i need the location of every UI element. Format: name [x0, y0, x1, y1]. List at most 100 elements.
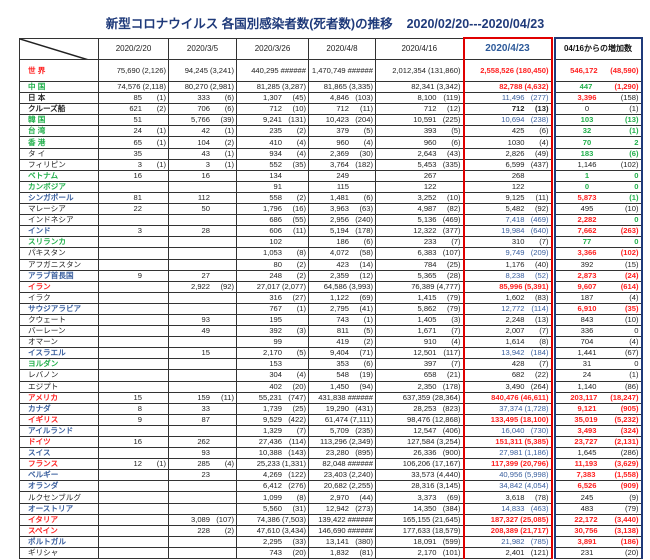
value-cell: 24 (1)	[553, 369, 643, 382]
case-count: 1,307	[262, 93, 282, 103]
case-count: 548	[336, 370, 349, 380]
value-cell: 1,146 (102)	[553, 158, 643, 171]
case-count: 704	[580, 337, 594, 347]
value-cell: 431,838 ######	[308, 391, 376, 404]
value-cell: 249	[308, 169, 376, 182]
case-count: 1,796	[262, 204, 282, 214]
case-count: 393	[423, 126, 437, 136]
death-count: (2,126)	[141, 65, 166, 75]
case-count: 447	[579, 82, 593, 92]
table-row: イラク 316 (27) 1,122 (69) 1,415 (79) 1,602 (83) 187…	[19, 291, 643, 304]
value-cell: 934 (4)	[236, 147, 309, 160]
case-count: 5,862	[417, 303, 437, 313]
value-cell: 1,441 (67)	[553, 347, 643, 360]
case-count: 1,739	[262, 403, 282, 413]
case-count: 12	[133, 459, 142, 469]
case-count: 177,633	[402, 525, 431, 535]
value-cell: 32 (1)	[553, 125, 643, 138]
value-cell: 50	[168, 203, 237, 216]
death-count: (3)	[451, 315, 461, 325]
case-count: 2,170	[417, 547, 437, 557]
value-cell: 2,350 (178)	[375, 380, 464, 393]
death-count: (13)	[534, 104, 549, 114]
case-count: 392	[580, 259, 594, 269]
value-cell: 81,865 (3,335)	[308, 80, 376, 94]
death-count: (4)	[629, 337, 639, 347]
death-count: (4)	[629, 292, 639, 302]
value-cell: 127,584 (3,254)	[375, 435, 464, 449]
value-cell: 428 (7)	[462, 358, 553, 371]
value-cell: 177,633 (18,579)	[375, 524, 464, 537]
value-cell: 22,172 (3,440)	[553, 513, 643, 526]
table-row: スペイン 228 (2) 47,610 (3,434) 146,690 ###### 177,…	[19, 524, 643, 537]
value-cell: 6,599 (437)	[462, 158, 553, 171]
case-count: 5,766	[190, 115, 210, 125]
value-cell: 13,942 (184)	[462, 347, 553, 360]
case-count: 1	[584, 170, 590, 180]
value-cell	[168, 546, 237, 560]
death-count	[212, 438, 234, 447]
death-count: (3,241)	[209, 65, 234, 75]
death-count: (469)	[442, 215, 461, 225]
value-cell	[168, 424, 237, 438]
value-cell: 3,490 (264)	[462, 380, 553, 393]
death-count: (86)	[624, 381, 639, 391]
death-count: (4)	[296, 148, 306, 158]
value-cell: 3,366 (102)	[553, 247, 643, 260]
country-name-cell: シンガポール	[19, 191, 99, 205]
death-count: (15)	[624, 259, 639, 269]
country-name: カンボジア	[28, 181, 66, 191]
value-cell: 235 (2)	[236, 125, 309, 138]
case-count: 134	[269, 170, 282, 180]
value-cell: 16	[98, 435, 169, 449]
case-count: 333	[197, 93, 210, 103]
death-count: 0	[634, 359, 639, 369]
value-cell: 2,558,526 (180,450)	[462, 59, 553, 82]
death-count: (8)	[296, 248, 306, 258]
case-count: 3,493	[577, 425, 597, 435]
country-name: タ イ	[28, 148, 46, 158]
value-cell: 19,290 (431)	[308, 402, 376, 415]
case-count: 712	[423, 104, 437, 114]
case-count: 165,155	[402, 514, 431, 524]
value-cell: 419 (2)	[308, 336, 376, 349]
death-count: (6)	[451, 137, 461, 147]
value-cell: 2,970 (44)	[308, 491, 376, 504]
death-count	[144, 205, 166, 214]
death-count: (614)	[620, 281, 639, 291]
value-cell	[168, 491, 237, 504]
value-cell	[98, 546, 169, 560]
death-count: (1)	[629, 192, 639, 202]
death-count: (102)	[620, 159, 639, 169]
value-cell: 91	[236, 180, 309, 193]
death-count: (273)	[355, 503, 373, 513]
value-cell: 82,341 (3,342)	[375, 80, 464, 94]
death-count: (21)	[446, 370, 461, 380]
case-count: 104	[197, 137, 210, 147]
value-cell: 704 (4)	[553, 336, 643, 349]
case-count: 85,996	[499, 281, 523, 291]
value-cell: 3,396 (158)	[553, 92, 643, 105]
case-count: 9	[137, 414, 142, 424]
case-count: 5,136	[417, 215, 437, 225]
value-cell: 94,245 (3,241)	[168, 59, 237, 82]
country-name: アイルランド	[28, 425, 74, 435]
death-count: (27)	[292, 292, 306, 302]
value-cell: 231 (20)	[553, 546, 643, 560]
case-count: 42	[201, 126, 210, 136]
country-name-cell: イギリス	[19, 413, 99, 426]
case-count: 1,450	[329, 381, 349, 391]
value-cell: 14,833 (463)	[462, 502, 553, 515]
death-count	[212, 349, 234, 358]
value-cell: 1,415 (79)	[375, 291, 464, 304]
case-count: 9,404	[329, 348, 349, 358]
value-cell: 76,389 (4,777)	[375, 280, 464, 293]
value-cell: 5,709 (235)	[308, 424, 376, 438]
country-name: 日 本	[28, 93, 46, 103]
value-cell	[168, 247, 237, 260]
death-count: (158)	[620, 93, 639, 103]
death-count: (5)	[363, 126, 373, 136]
death-count: (49)	[534, 148, 549, 158]
death-count: (7)	[296, 425, 306, 435]
value-cell: 1,307 (45)	[236, 92, 309, 105]
